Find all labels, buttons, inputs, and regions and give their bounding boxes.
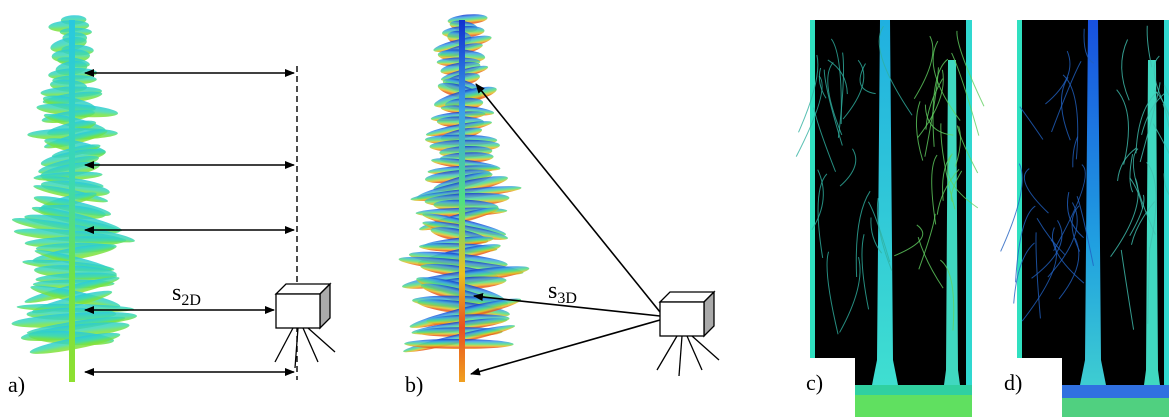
- foliage: [459, 20, 465, 382]
- tree-point-cloud: [11, 15, 138, 382]
- symbol: s: [172, 280, 181, 306]
- figure: s2D s3D a) b) c) d): [0, 0, 1169, 417]
- distance-label: s3D: [548, 278, 577, 307]
- scanner: [657, 292, 719, 376]
- symbol: s: [548, 278, 557, 304]
- scan-image: [1017, 20, 1169, 417]
- distance-label: s2D: [172, 280, 201, 309]
- panel-label: a): [8, 372, 25, 397]
- panel-label: d): [1004, 370, 1022, 395]
- scanner: [275, 284, 335, 368]
- tree-point-cloud: [398, 13, 530, 382]
- panel-label: b): [405, 372, 423, 397]
- subscript: 2D: [181, 292, 201, 309]
- subscript: 3D: [557, 290, 577, 307]
- panel-label: c): [806, 370, 823, 395]
- foliage: [69, 20, 75, 382]
